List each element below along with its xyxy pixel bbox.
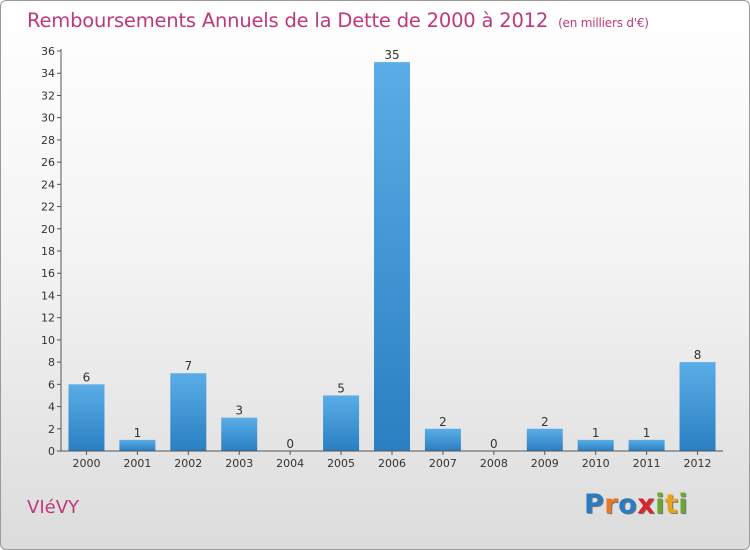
x-tick-label: 2012 xyxy=(684,457,712,470)
x-tick-label: 2005 xyxy=(327,457,355,470)
y-tick-label: 2 xyxy=(48,423,55,436)
bars: 6 1 7 3 0 5 35 2 0 2 1 1 8 xyxy=(68,48,716,451)
logo-letter: x xyxy=(637,489,656,520)
x-tick-label: 2008 xyxy=(480,457,508,470)
y-tick-label: 10 xyxy=(41,334,55,347)
data-label: 7 xyxy=(184,359,192,373)
chart-subtitle: (en milliers d'€) xyxy=(558,16,649,30)
data-label: 2 xyxy=(541,415,549,429)
x-tick-label: 2004 xyxy=(276,457,304,470)
bar xyxy=(68,384,105,451)
x-tick-label: 2002 xyxy=(174,457,202,470)
y-tick-label: 36 xyxy=(41,45,55,58)
logo-letter: r xyxy=(604,489,619,520)
bar xyxy=(628,439,665,451)
x-tick-label: 2010 xyxy=(582,457,610,470)
x-tick-label: 2009 xyxy=(531,457,559,470)
data-label: 8 xyxy=(694,348,702,362)
x-tick-label: 2007 xyxy=(429,457,457,470)
x-tick-label: 2003 xyxy=(225,457,253,470)
y-tick-label: 32 xyxy=(41,89,55,102)
data-label: 2 xyxy=(439,415,447,429)
y-tick-label: 20 xyxy=(41,223,55,236)
bar xyxy=(679,362,716,451)
proxiti-logo[interactable]: Proxiti xyxy=(584,489,688,520)
x-tick-label: 2000 xyxy=(72,457,100,470)
y-tick-label: 22 xyxy=(41,201,55,214)
y-tick-label: 30 xyxy=(41,112,55,125)
data-label: 1 xyxy=(134,426,142,440)
y-tick-label: 26 xyxy=(41,156,55,169)
data-label: 35 xyxy=(384,48,399,62)
chart-title: Remboursements Annuels de la Dette de 20… xyxy=(27,9,649,32)
x-axis: 2000 2001 2002 2003 2004 2005 2006 2007 2008 2009… xyxy=(61,450,723,470)
chart-title-text: Remboursements Annuels de la Dette de 20… xyxy=(27,9,549,32)
y-tick-label: 16 xyxy=(41,267,55,280)
logo-letter: i xyxy=(655,489,665,520)
y-tick-label: 14 xyxy=(41,289,55,302)
y-tick-label: 34 xyxy=(41,67,55,80)
logo-letter: i xyxy=(678,489,689,520)
bar xyxy=(577,439,614,451)
data-label: 0 xyxy=(286,437,294,451)
y-tick-label: 24 xyxy=(41,178,55,191)
bar xyxy=(323,395,360,451)
y-tick-label: 0 xyxy=(48,445,55,458)
data-label: 1 xyxy=(643,426,651,440)
logo-letter: t xyxy=(664,489,679,520)
logo-letter: o xyxy=(618,489,638,520)
y-tick-label: 6 xyxy=(48,378,55,391)
x-tick-label: 2011 xyxy=(633,457,661,470)
bar xyxy=(119,439,156,451)
x-tick-label: 2006 xyxy=(378,457,406,470)
y-tick-label: 8 xyxy=(48,356,55,369)
bar xyxy=(424,428,461,451)
x-tick-label: 2001 xyxy=(123,457,151,470)
data-label: 6 xyxy=(83,370,91,384)
y-tick-label: 18 xyxy=(41,245,55,258)
y-tick-label: 28 xyxy=(41,134,55,147)
data-label: 1 xyxy=(592,426,600,440)
data-label: 3 xyxy=(235,404,243,418)
commune-name: VIéVY xyxy=(27,497,80,518)
y-tick-label: 4 xyxy=(48,401,55,414)
bar xyxy=(170,373,207,451)
bar xyxy=(221,417,258,451)
logo-letter: P xyxy=(584,489,605,520)
data-label: 0 xyxy=(490,437,498,451)
bar xyxy=(374,62,410,451)
bar xyxy=(526,428,563,451)
y-tick-label: 12 xyxy=(41,312,55,325)
data-label: 5 xyxy=(337,381,345,395)
